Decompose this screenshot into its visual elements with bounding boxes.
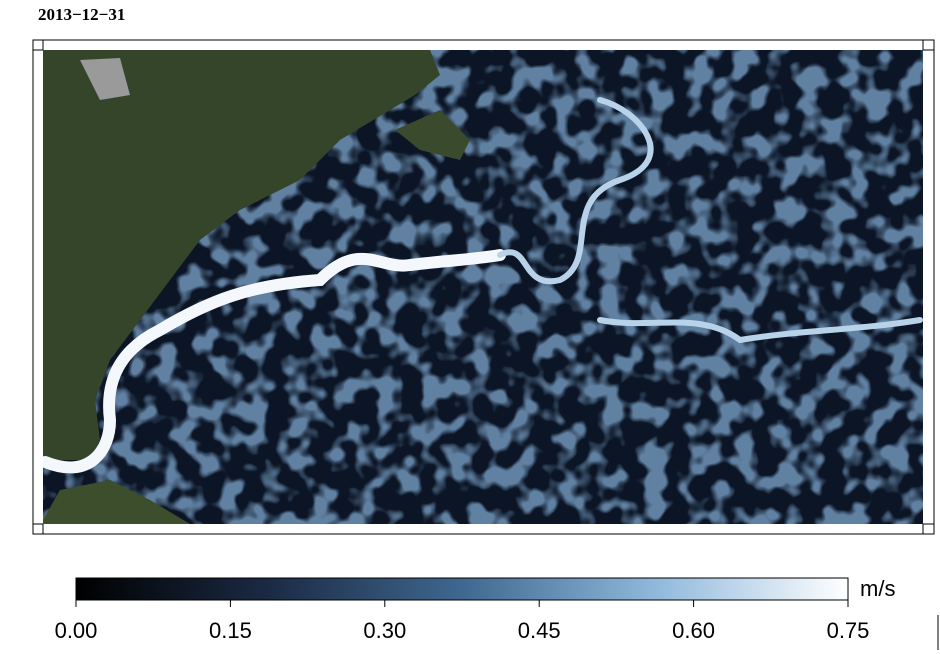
colorbar-tick-label: 0.60 <box>672 618 715 643</box>
frame-corner <box>32 523 44 535</box>
colorbar-tick-label: 0.00 <box>55 618 98 643</box>
colorbar-tick-label: 0.15 <box>209 618 252 643</box>
frame-corner <box>922 523 935 535</box>
land <box>43 50 440 460</box>
land <box>395 110 470 160</box>
gulf-stream <box>43 249 506 474</box>
land <box>43 480 190 524</box>
frame-corner <box>32 39 44 51</box>
speed-map <box>43 50 923 524</box>
colorbar-tick-label: 0.45 <box>518 618 561 643</box>
colorbar-tick-label: 0.75 <box>827 618 870 643</box>
current <box>497 97 923 344</box>
ice <box>80 58 130 100</box>
colorbar-unit: m/s <box>860 576 895 601</box>
colorbar <box>75 577 849 601</box>
map-frame <box>32 39 935 535</box>
colorbar-tick-label: 0.30 <box>363 618 406 643</box>
frame-corner <box>922 39 935 51</box>
title: 2013−12−31 <box>38 5 125 24</box>
